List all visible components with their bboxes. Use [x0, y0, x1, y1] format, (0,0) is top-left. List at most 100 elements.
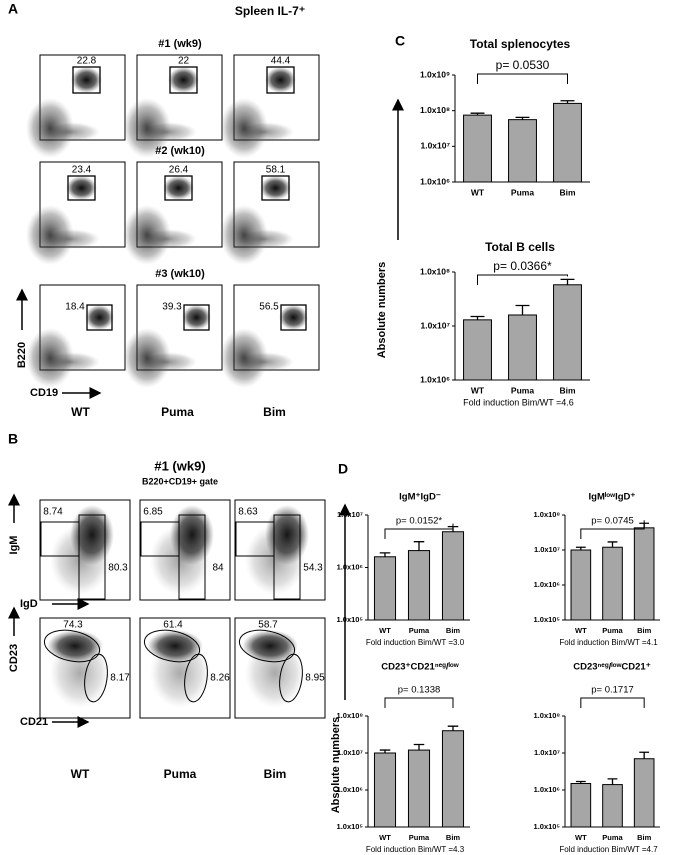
error-bar: [575, 546, 586, 550]
y-tick-label: 1.0x10⁵: [534, 822, 561, 831]
gate: [84, 653, 108, 703]
column-label: Puma: [161, 405, 194, 419]
flow-plot: [123, 284, 223, 388]
cell-cloud: [40, 352, 100, 372]
gate-value: 6.85: [143, 507, 163, 518]
error-bar: [413, 743, 425, 751]
cell-cloud: [234, 352, 294, 372]
error-bar: [560, 100, 575, 104]
gate-value: 23.4: [72, 165, 92, 176]
b-cell-population: [163, 176, 194, 200]
panel-subtitle: B220+CD19+ gate: [142, 476, 218, 486]
x-tick-label: Puma: [602, 833, 623, 842]
gate: [43, 629, 101, 663]
chart-title: Total B cells: [485, 240, 555, 254]
cell-cloud: [40, 122, 100, 142]
column-label: Bim: [263, 405, 286, 419]
flow-plot: [220, 284, 320, 388]
flow-plot: [26, 284, 126, 388]
y-tick-label: 1.0x10⁶: [337, 562, 363, 571]
footnote: Fold induction Bim/WT =4.3: [366, 845, 465, 854]
column-label: Bim: [264, 767, 287, 781]
gate: [78, 514, 106, 600]
x-tick-label: WT: [575, 833, 587, 842]
gate: [67, 175, 96, 201]
y-tick-label: 1.0x10⁹: [420, 69, 450, 79]
error-bar: [470, 112, 485, 116]
gate: [169, 66, 198, 94]
x-tick-label: Puma: [602, 626, 623, 635]
chart-title: CD23ⁿᵉᵍ/ˡᵒʷCD21⁺: [573, 662, 650, 673]
bar: [633, 758, 655, 828]
error-bar: [560, 278, 575, 285]
b-cell-population: [279, 305, 308, 330]
x-tick-label: Bim: [637, 833, 652, 842]
gate: [280, 304, 307, 331]
chart-title: IgM⁺IgD⁻: [399, 492, 441, 503]
y-tick-label: 1.0x10⁵: [534, 615, 561, 624]
gate: [279, 653, 303, 703]
gate-value: 44.4: [271, 56, 291, 67]
significance-bracket: [477, 73, 568, 84]
flow-plot: [123, 54, 223, 158]
x-tick-label: WT: [575, 626, 587, 635]
flow-plot: [39, 617, 131, 719]
gate: [238, 629, 296, 663]
significance-bracket: [580, 697, 645, 708]
b-cell-population: [85, 305, 114, 330]
cell-cloud: [245, 525, 305, 595]
footnote: Fold induction Bim/WT =4.7: [559, 845, 658, 854]
p-value: p= 0.0366*: [493, 259, 552, 273]
y-tick-label: 1.0x10⁶: [337, 785, 363, 794]
error-bar: [379, 552, 391, 557]
bar: [508, 119, 537, 183]
cell-cloud: [137, 352, 197, 372]
y-tick-label: 1.0x10⁷: [337, 510, 363, 519]
y-tick-label: 1.0x10⁸: [337, 711, 364, 720]
y-axis-label: Absolute numbers: [376, 262, 388, 359]
gate-value: 80.3: [108, 563, 128, 574]
panel-letter: B: [8, 431, 18, 447]
bar: [373, 556, 397, 621]
flow-plot: [139, 499, 231, 601]
gate-value: 39.3: [162, 302, 182, 313]
y-axis-label: Absolute numbers: [330, 717, 342, 814]
error-bar: [515, 304, 530, 315]
cell-cloud: [150, 525, 210, 595]
gate-value: 8.26: [210, 673, 230, 684]
y-tick-label: 1.0x10⁷: [534, 748, 560, 757]
panel-letter: D: [338, 461, 348, 477]
panel-title: #1 (wk9): [154, 458, 205, 473]
row-label: #1 (wk9): [158, 38, 202, 50]
bar: [508, 314, 537, 381]
gate: [273, 514, 301, 600]
x-tick-label: Bim: [559, 385, 576, 395]
gate-value: 8.17: [110, 673, 130, 684]
y-tick-label: 1.0x10⁸: [534, 510, 561, 519]
cell-cloud: [150, 638, 210, 708]
cell-cloud: [234, 122, 294, 142]
y-tick-label: 1.0x10⁶: [420, 374, 450, 384]
column-label: WT: [71, 405, 90, 419]
x-tick-label: WT: [379, 833, 391, 842]
gate-value: 8.95: [305, 673, 325, 684]
x-tick-label: WT: [471, 187, 485, 197]
y-tick-label: 1.0x10⁵: [337, 822, 364, 831]
gate: [178, 514, 206, 600]
cell-cloud: [245, 638, 305, 708]
p-value: p= 0.1717: [591, 685, 634, 696]
gate-value: 18.4: [65, 302, 85, 313]
gate-value: 84: [212, 563, 224, 574]
error-bar: [515, 116, 530, 120]
flow-plot: [220, 161, 320, 265]
flow-plot: [39, 499, 131, 601]
gate: [143, 629, 201, 663]
p-value: p= 0.0530: [496, 58, 550, 72]
gate: [261, 175, 290, 201]
error-bar: [379, 749, 391, 753]
panel-letter: C: [395, 33, 405, 49]
column-label: Puma: [164, 767, 197, 781]
chart-title: CD23⁺CD21ⁿᵉᵍ/ˡᵒʷ: [381, 662, 460, 673]
footnote: Fold induction Bim/WT =4.6: [463, 397, 574, 407]
gate: [72, 66, 101, 94]
